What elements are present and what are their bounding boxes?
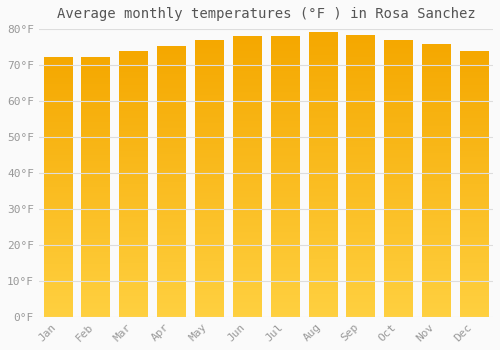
Title: Average monthly temperatures (°F ) in Rosa Sanchez: Average monthly temperatures (°F ) in Ro…	[56, 7, 476, 21]
